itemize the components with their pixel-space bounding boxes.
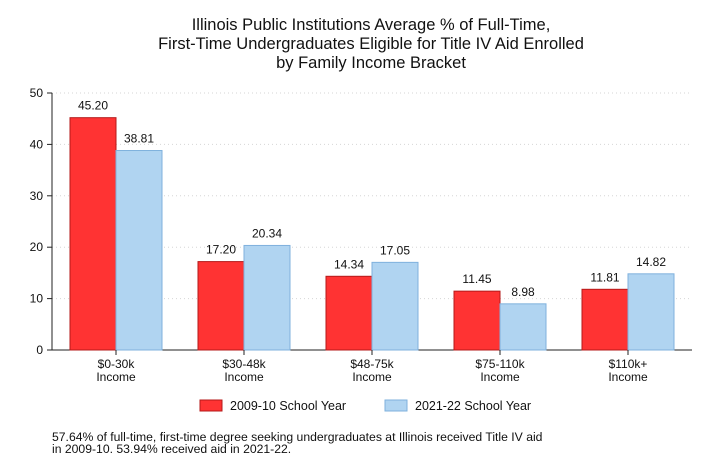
category-label: Income (96, 370, 136, 384)
data-labels: 45.20 38.81 17.20 20.34 14.34 17.05 11.45 8.98 1… (78, 99, 666, 299)
data-label: 11.81 (590, 270, 619, 284)
legend-swatch (384, 399, 408, 412)
category-label: Income (480, 370, 520, 384)
category-labels: $0-30kIncome$30-48kIncome$48-75kIncome$7… (96, 350, 648, 384)
bar-2009-10-4 (581, 288, 629, 351)
data-label: 17.20 (206, 243, 236, 257)
footnote: 57.64% of full-time, first-time degree s… (52, 431, 612, 455)
bar-2021-22-4 (627, 273, 675, 351)
category-label: $75-110k (475, 357, 525, 371)
category-label: $48-75k (350, 357, 394, 371)
data-label: 11.45 (462, 272, 491, 286)
bar-2021-22-1 (243, 244, 291, 351)
y-tick-label: 30 (30, 189, 44, 203)
data-label: 14.34 (334, 257, 364, 271)
data-label: 38.81 (124, 132, 154, 146)
bar-chart: Illinois Public Institutions Average % o… (30, 16, 692, 413)
category-label: Income (352, 370, 392, 384)
y-tick-label: 40 (30, 137, 44, 151)
legend-swatch (199, 399, 223, 412)
data-label: 14.82 (636, 255, 666, 269)
category-label: Income (608, 370, 648, 384)
data-label: 45.20 (78, 99, 108, 113)
bar-2021-22-2 (371, 261, 419, 351)
legend: 2009-10 School Year 2021-22 School Year (199, 399, 531, 413)
chart-title: Illinois Public Institutions Average % o… (158, 16, 584, 72)
y-tick-label: 10 (30, 292, 44, 306)
bar-2009-10-2 (325, 275, 373, 351)
category-label: $110k+ (609, 357, 648, 371)
data-label: 17.05 (380, 243, 410, 257)
legend-label: 2021-22 School Year (415, 399, 531, 413)
y-tick-label: 0 (36, 343, 43, 357)
data-label: 20.34 (252, 226, 282, 240)
category-label: $30-48k (222, 357, 266, 371)
y-tick-label: 20 (30, 240, 44, 254)
footnote-line-1: 57.64% of full-time, first-time degree s… (52, 430, 543, 444)
title-line-2: First-Time Undergraduates Eligible for T… (158, 35, 584, 53)
category-label: $0-30k (98, 357, 136, 371)
data-label: 8.98 (511, 285, 535, 299)
bar-2009-10-1 (197, 261, 245, 351)
bars (69, 117, 675, 351)
bar-2021-22-3 (499, 303, 547, 351)
y-tick-label: 50 (30, 86, 44, 100)
title-line-1: Illinois Public Institutions Average % o… (192, 16, 551, 34)
bar-2021-22-0 (115, 150, 163, 351)
category-label: Income (224, 370, 264, 384)
footnote-line-2: in 2009-10. 53.94% received aid in 2021-… (52, 442, 292, 456)
bar-2009-10-0 (69, 117, 117, 351)
title-line-3: by Family Income Bracket (276, 54, 466, 72)
bar-2009-10-3 (453, 290, 501, 351)
legend-label: 2009-10 School Year (230, 399, 346, 413)
